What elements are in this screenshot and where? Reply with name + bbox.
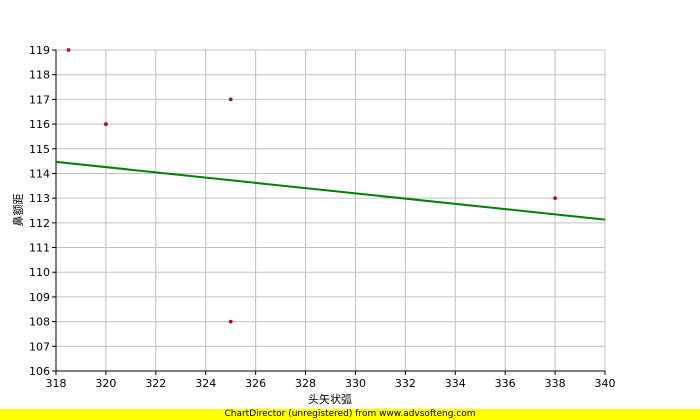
x-tick-label: 340	[595, 377, 616, 390]
trendline-group	[55, 160, 606, 221]
y-tick-label: 110	[29, 266, 50, 279]
y-tick-label: 108	[29, 316, 50, 329]
footer-banner: ChartDirector (unregistered) from www.ad…	[0, 409, 700, 420]
chart: 318 320 322 324 326 328 330 332 334 336 338 340 106 1…	[11, 44, 616, 406]
tick-labels: 318 320 322 324 326 328 330 332 334 336 338 340 106 1…	[29, 44, 616, 390]
y-tick-label: 109	[29, 291, 50, 304]
x-tick-label: 332	[395, 377, 416, 390]
axes	[52, 49, 606, 375]
y-tick-label: 106	[29, 365, 50, 378]
y-tick-label: 107	[29, 340, 50, 353]
x-tick-label: 330	[345, 377, 366, 390]
y-tick-label: 114	[29, 167, 50, 180]
y-tick-label: 115	[29, 143, 50, 156]
data-point	[228, 319, 233, 324]
y-tick-label: 119	[29, 44, 50, 57]
y-axis-title: 鼻额距	[11, 194, 25, 227]
x-tick-label: 322	[145, 377, 166, 390]
x-tick-label: 338	[545, 377, 566, 390]
y-tick-label: 116	[29, 118, 50, 131]
x-tick-label: 318	[46, 377, 67, 390]
y-tick-label: 112	[29, 217, 50, 230]
y-tick-label: 111	[29, 242, 50, 255]
x-tick-label: 336	[495, 377, 516, 390]
x-axis-title: 头矢状弧	[308, 392, 352, 406]
x-tick-label: 326	[245, 377, 266, 390]
grid	[55, 49, 606, 372]
y-tick-label: 118	[29, 69, 50, 82]
y-tick-label: 117	[29, 93, 50, 106]
y-tick-label: 113	[29, 192, 50, 205]
trend-line	[55, 160, 606, 221]
data-point	[553, 196, 557, 201]
data-point	[228, 97, 233, 102]
x-tick-label: 320	[95, 377, 116, 390]
data-point	[66, 48, 71, 52]
x-tick-label: 334	[445, 377, 466, 390]
x-tick-label: 324	[195, 377, 216, 390]
scatter-points	[66, 48, 557, 324]
data-point	[104, 122, 108, 126]
x-tick-label: 328	[295, 377, 316, 390]
